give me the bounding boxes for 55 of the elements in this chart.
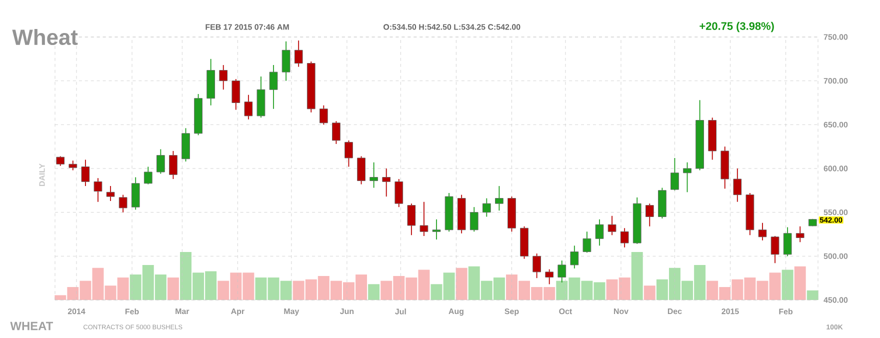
candlestick (482, 198, 491, 218)
candlestick (131, 176, 140, 210)
candlestick (532, 253, 541, 279)
bar (167, 277, 179, 300)
candlestick (783, 226, 792, 257)
bar (456, 268, 468, 300)
candlestick (758, 222, 767, 241)
candlestick (294, 40, 303, 68)
candlestick (357, 156, 366, 185)
bar (644, 286, 656, 300)
candlestick (219, 64, 228, 90)
candlestick (118, 194, 128, 213)
candlestick (344, 140, 353, 168)
candlestick (407, 203, 416, 236)
candlestick (94, 178, 102, 202)
candlestick (796, 226, 804, 243)
candlestick (582, 231, 592, 254)
candlestick (470, 206, 478, 232)
chart-title: Wheat (12, 28, 78, 46)
candlestick (156, 148, 165, 174)
candlestick (394, 178, 404, 208)
candlestick (770, 236, 780, 264)
candlestick (244, 94, 253, 120)
candlestick (670, 158, 679, 191)
candlestick (144, 166, 152, 185)
text: WHEAT (10, 322, 54, 330)
candlestick (570, 245, 579, 269)
candlestick (106, 186, 115, 202)
candlestick (645, 203, 654, 227)
candlestick (269, 64, 278, 110)
candlestick (420, 201, 428, 236)
candlestick (595, 218, 604, 246)
candlestick (432, 218, 441, 240)
candlestick (608, 215, 616, 236)
candlestick (319, 104, 328, 126)
candlestick (81, 159, 90, 186)
candlestick (382, 168, 391, 198)
candlestick (733, 168, 742, 202)
candlestick (495, 186, 504, 212)
candlestick (56, 156, 65, 166)
candlestick (68, 160, 78, 171)
candlestick (332, 120, 340, 144)
candlestick (169, 150, 178, 180)
bar (806, 290, 818, 300)
bar (782, 270, 794, 300)
bar (794, 266, 806, 300)
candlestick (232, 78, 240, 110)
candlestick (282, 40, 290, 82)
bar (368, 284, 380, 300)
text: +20.75 (3.98%) (700, 22, 774, 32)
bar (631, 252, 643, 300)
candlestick (545, 268, 554, 285)
candlestick (370, 162, 378, 188)
candlestick (683, 162, 692, 193)
candlestick (620, 228, 629, 248)
